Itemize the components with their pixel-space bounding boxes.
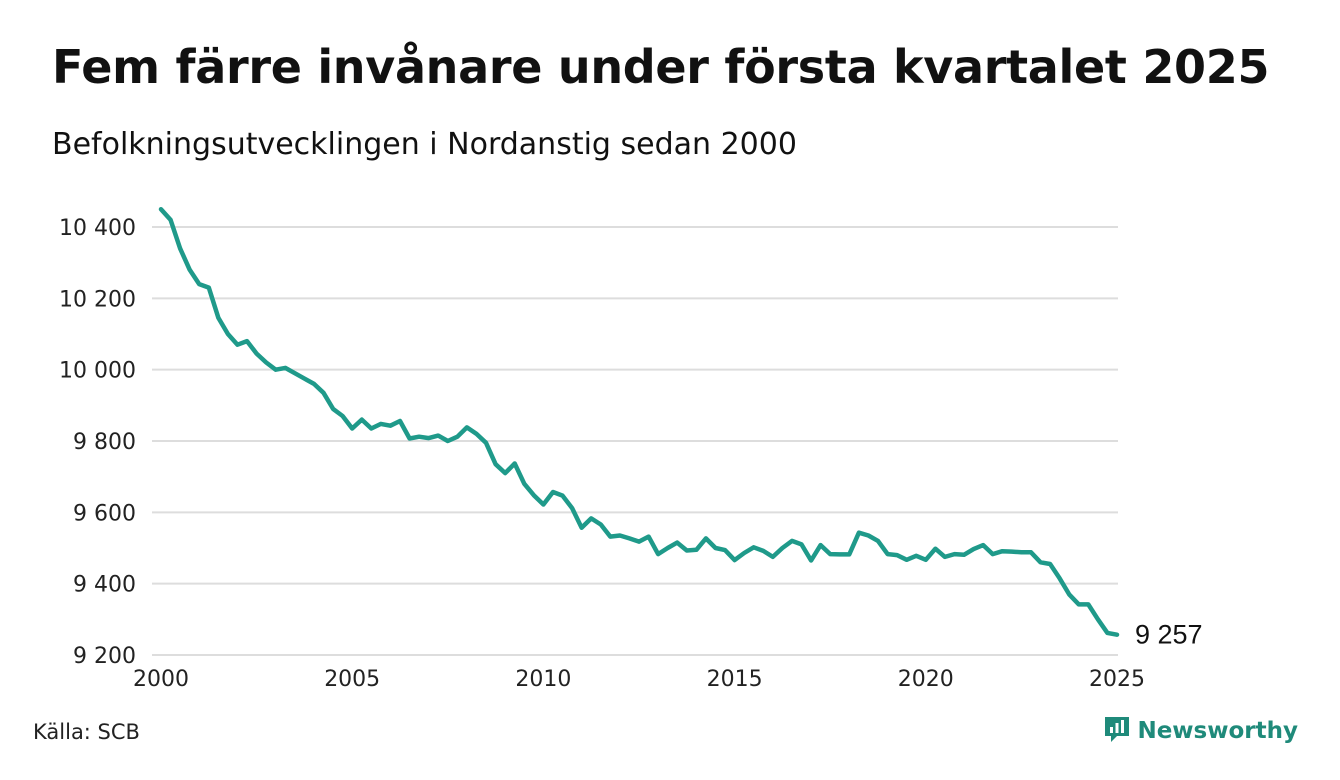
- chart-subtitle: Befolkningsutvecklingen i Nordanstig sed…: [52, 127, 797, 162]
- y-tick-label: 9 200: [73, 644, 136, 669]
- y-tick-label: 10 000: [59, 359, 136, 384]
- y-axis: 9 200 9 400 9 600 9 800 10 000 10 200 10 400: [59, 216, 136, 669]
- y-tick-label: 10 200: [59, 287, 136, 312]
- newsworthy-logo-icon: [1103, 714, 1131, 748]
- x-axis: 2000 2005 2010 2015 2020 2025: [133, 667, 1145, 692]
- source-note: Källa: SCB: [33, 720, 140, 744]
- x-tick-label: 2005: [324, 667, 380, 692]
- grid-lines: [152, 226, 1118, 656]
- y-tick-label: 9 800: [73, 430, 136, 455]
- chart-title: Fem färre invånare under första kvartale…: [52, 40, 1270, 94]
- brand-name: Newsworthy: [1137, 718, 1298, 744]
- end-value-label: 9 257: [1135, 620, 1203, 650]
- series-layer: [158, 206, 1120, 637]
- x-tick-label: 2020: [898, 667, 954, 692]
- brand-logo[interactable]: Newsworthy: [1103, 714, 1298, 748]
- y-tick-label: 10 400: [59, 216, 136, 241]
- x-tick-label: 2000: [133, 667, 189, 692]
- series-line: [158, 206, 1120, 637]
- y-tick-label: 9 600: [73, 501, 136, 526]
- y-tick-label: 9 400: [73, 573, 136, 598]
- x-tick-label: 2025: [1089, 667, 1145, 692]
- x-tick-label: 2015: [707, 667, 763, 692]
- x-tick-label: 2010: [515, 667, 571, 692]
